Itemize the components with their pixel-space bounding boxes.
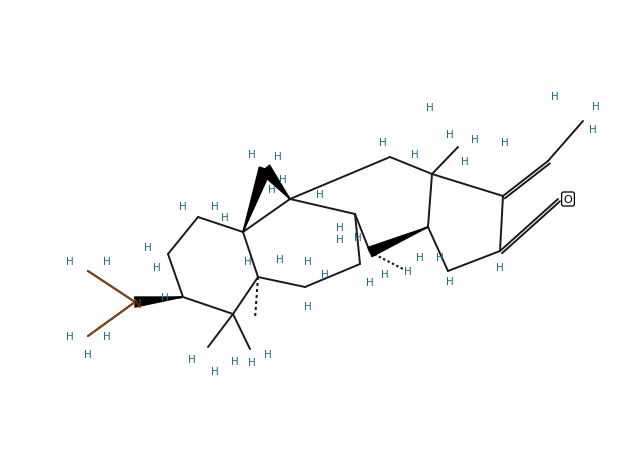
Text: H: H	[336, 235, 344, 244]
Text: H: H	[274, 152, 282, 161]
Text: H: H	[592, 102, 600, 112]
Text: N: N	[133, 298, 141, 311]
Text: H: H	[66, 257, 74, 267]
Text: H: H	[426, 103, 434, 113]
Text: H: H	[404, 267, 412, 276]
Text: H: H	[336, 222, 344, 232]
Text: H: H	[446, 276, 454, 286]
Text: H: H	[354, 232, 362, 243]
Text: H: H	[244, 257, 252, 267]
Text: H: H	[321, 269, 329, 279]
Text: H: H	[379, 138, 387, 147]
Text: H: H	[179, 202, 187, 212]
Text: H: H	[268, 184, 276, 194]
Text: H: H	[153, 262, 161, 272]
Text: H: H	[103, 331, 111, 341]
Polygon shape	[243, 168, 271, 232]
Text: H: H	[144, 243, 152, 253]
Text: H: H	[381, 269, 389, 279]
Text: H: H	[436, 253, 444, 262]
Text: O: O	[564, 194, 573, 205]
Text: H: H	[161, 292, 169, 302]
Text: H: H	[276, 254, 284, 264]
Text: H: H	[366, 277, 374, 287]
Text: H: H	[304, 301, 312, 311]
Text: H: H	[316, 189, 324, 199]
Text: H: H	[496, 262, 504, 272]
Text: H: H	[221, 212, 229, 222]
Text: H: H	[66, 331, 74, 341]
Text: H: H	[188, 354, 196, 364]
Text: H: H	[471, 135, 479, 145]
Polygon shape	[134, 297, 183, 307]
Text: H: H	[446, 130, 454, 140]
Text: H: H	[304, 257, 312, 267]
Text: H: H	[248, 357, 256, 367]
Text: H: H	[248, 150, 256, 160]
Text: H: H	[231, 356, 239, 366]
Text: H: H	[211, 366, 219, 376]
Text: H: H	[501, 138, 509, 147]
Text: H: H	[84, 349, 92, 359]
Polygon shape	[261, 166, 290, 199]
Text: H: H	[264, 349, 272, 359]
Text: H: H	[461, 156, 469, 166]
Text: H: H	[103, 257, 111, 267]
Text: H: H	[211, 202, 219, 212]
Text: H: H	[551, 92, 559, 102]
Text: H: H	[279, 175, 287, 184]
Text: H: H	[411, 150, 419, 160]
Text: H: H	[589, 125, 597, 135]
Text: H: H	[416, 253, 424, 262]
Polygon shape	[368, 227, 428, 257]
